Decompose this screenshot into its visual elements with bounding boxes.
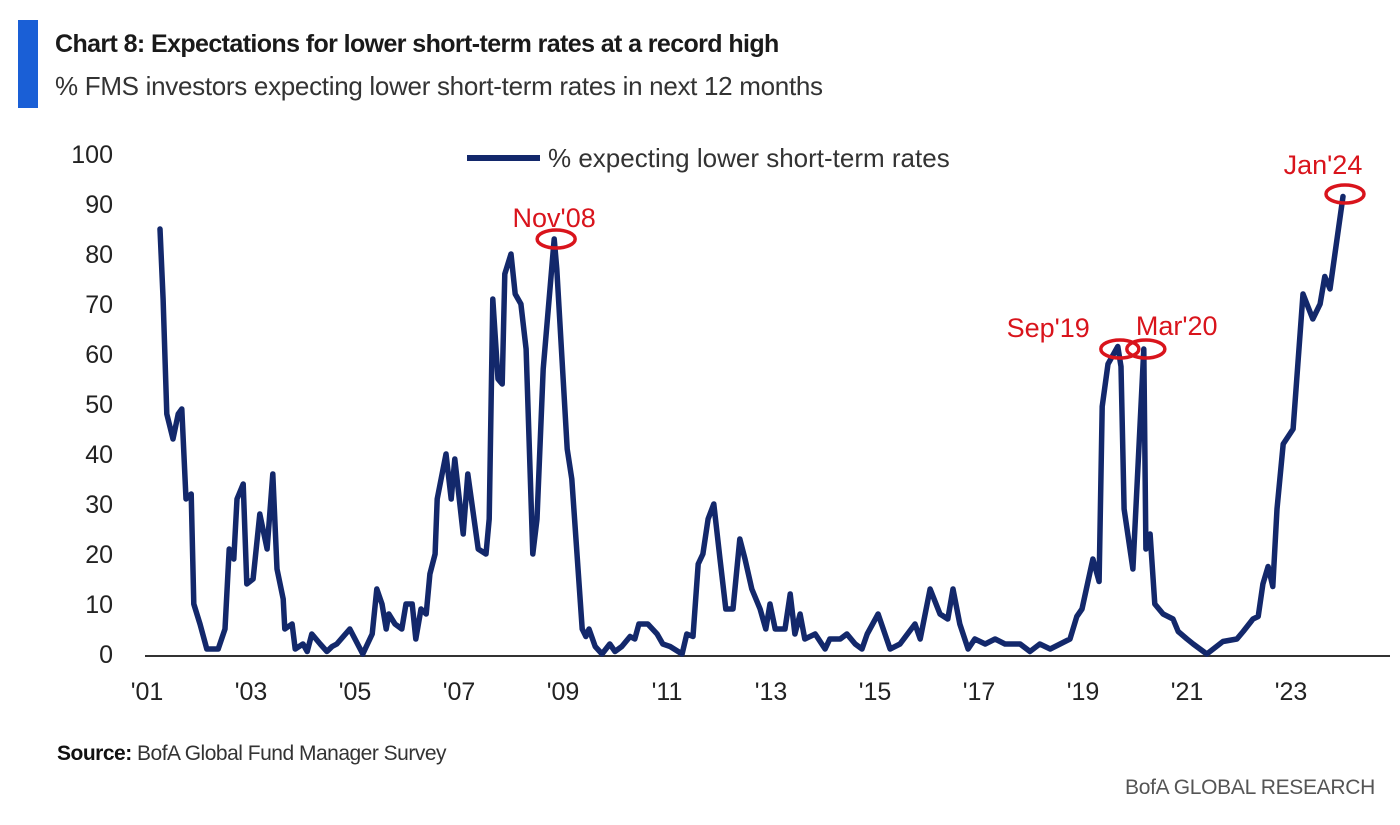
x-tick-label: '15 (859, 678, 892, 706)
annotations: Nov'08 Sep'19 Mar'20 Jan'24 (513, 150, 1366, 360)
x-tick-label: '07 (443, 678, 476, 706)
annotation-label: Sep'19 (1007, 313, 1090, 343)
y-tick-label: 60 (85, 341, 113, 369)
y-tick-label: 70 (85, 291, 113, 319)
x-tick-label: '23 (1275, 678, 1308, 706)
annotation-circle (1324, 183, 1366, 205)
y-axis-ticks: 0 10 20 30 40 50 60 70 80 90 100 (71, 141, 113, 669)
y-tick-label: 0 (99, 641, 113, 669)
y-tick-label: 30 (85, 491, 113, 519)
source-label: Source: (57, 742, 132, 765)
y-tick-label: 10 (85, 591, 113, 619)
source-text: BofA Global Fund Manager Survey (131, 742, 447, 765)
source-note: Source: BofA Global Fund Manager Survey (57, 742, 447, 766)
brand-label: BofA GLOBAL RESEARCH (1125, 776, 1375, 799)
x-tick-label: '09 (547, 678, 580, 706)
y-tick-label: 90 (85, 191, 113, 219)
title-accent-bar (18, 20, 38, 108)
annotation-circle (535, 228, 577, 250)
x-tick-label: '03 (235, 678, 268, 706)
legend: % expecting lower short-term rates (467, 143, 950, 173)
y-tick-label: 40 (85, 441, 113, 469)
x-tick-label: '13 (755, 678, 788, 706)
x-axis-ticks: '01 '03 '05 '07 '09 '11 '13 '15 '17 '19 '21 '23 (131, 678, 1308, 706)
y-tick-label: 80 (85, 241, 113, 269)
annotation-label: Nov'08 (513, 203, 596, 233)
annotation-label: Jan'24 (1284, 150, 1363, 180)
chart-subtitle: % FMS investors expecting lower short-te… (55, 71, 823, 101)
x-tick-label: '19 (1067, 678, 1100, 706)
x-tick-label: '11 (652, 678, 683, 706)
x-tick-label: '21 (1171, 678, 1204, 706)
series-line (157, 193, 1346, 657)
x-tick-label: '01 (131, 678, 164, 706)
x-tick-label: '17 (963, 678, 996, 706)
annotation-circle (1099, 338, 1141, 360)
y-tick-label: 100 (71, 141, 113, 169)
y-tick-label: 20 (85, 541, 113, 569)
legend-label: % expecting lower short-term rates (548, 143, 950, 173)
annotation-circle (1125, 338, 1167, 360)
annotation-label: Mar'20 (1136, 311, 1218, 341)
chart-title: Chart 8: Expectations for lower short-te… (55, 30, 779, 58)
y-tick-label: 50 (85, 391, 113, 419)
x-tick-label: '05 (339, 678, 372, 706)
